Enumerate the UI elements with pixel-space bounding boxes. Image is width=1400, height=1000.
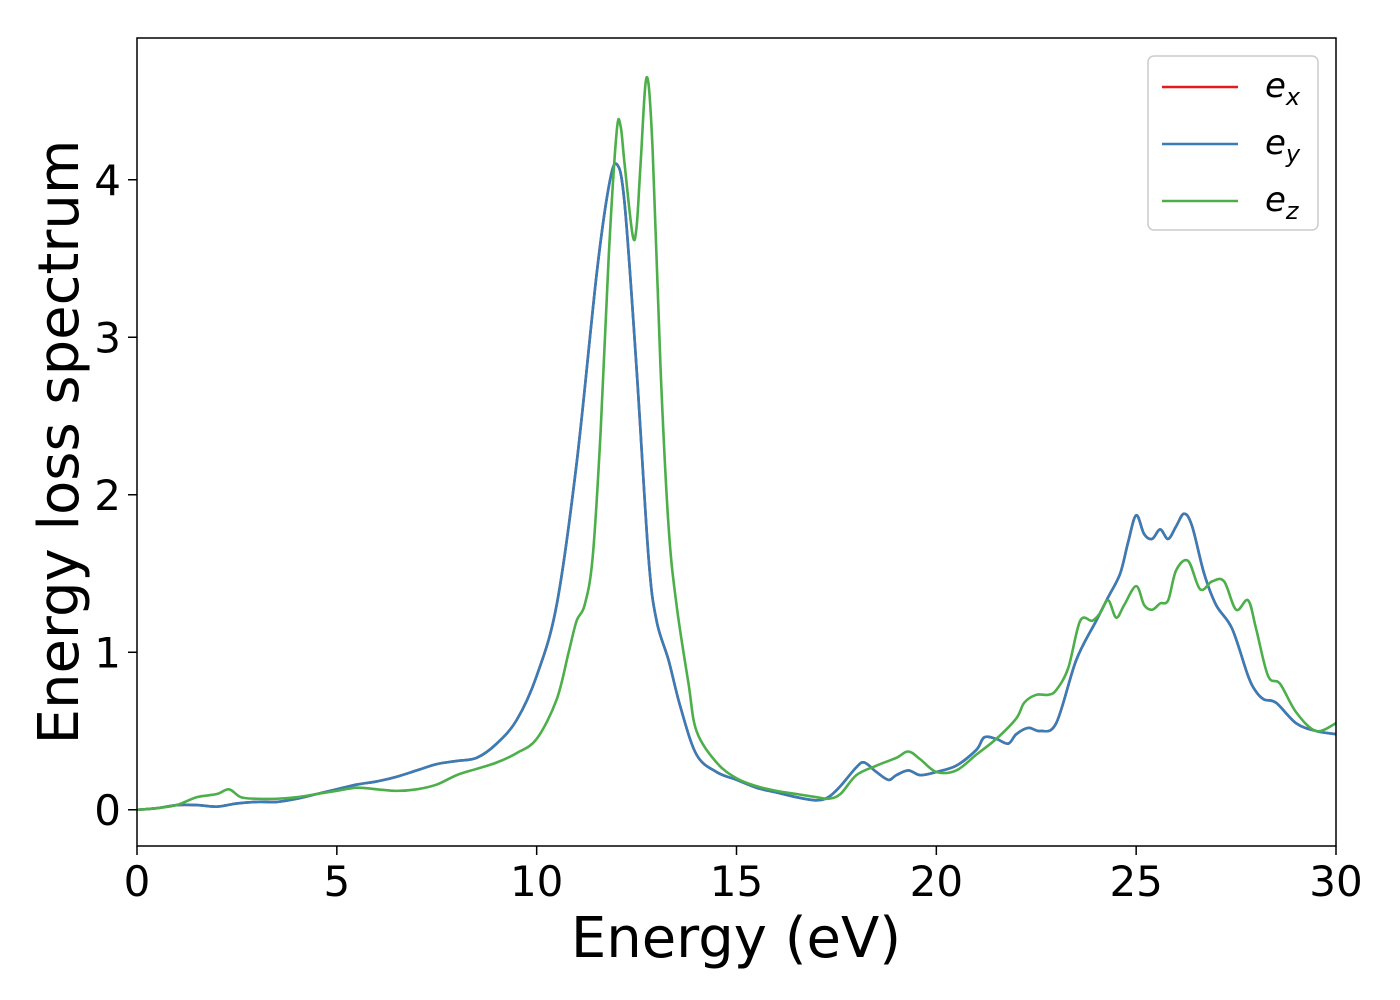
y-axis: 0 1 2 3 4 [94, 156, 137, 835]
y-tick-label: 1 [94, 628, 121, 677]
legend-label-x: ex [1265, 66, 1301, 111]
x-tick-label: 30 [1309, 857, 1362, 906]
y-tick-label: 0 [94, 786, 121, 835]
x-tick-label: 15 [710, 857, 763, 906]
y-tick-label: 4 [94, 156, 121, 205]
y-axis-label: Energy loss spectrum [27, 140, 92, 745]
series-layer [137, 76, 1336, 812]
series-line-z [137, 76, 1336, 812]
x-tick-label: 20 [910, 857, 963, 906]
x-tick-label: 25 [1109, 857, 1162, 906]
x-tick-label: 10 [510, 857, 563, 906]
x-tick-label: 0 [124, 857, 151, 906]
x-tick-label: 5 [323, 857, 350, 906]
y-tick-label: 3 [94, 313, 121, 362]
legend: ex ey ez [1147, 55, 1319, 231]
x-axis-label: Energy (eV) [571, 906, 901, 971]
legend-label-z: ez [1265, 180, 1300, 225]
legend-label-y: ey [1265, 123, 1301, 168]
y-tick-label: 2 [94, 471, 121, 520]
x-axis: 0 5 10 15 20 25 30 [124, 846, 1363, 906]
